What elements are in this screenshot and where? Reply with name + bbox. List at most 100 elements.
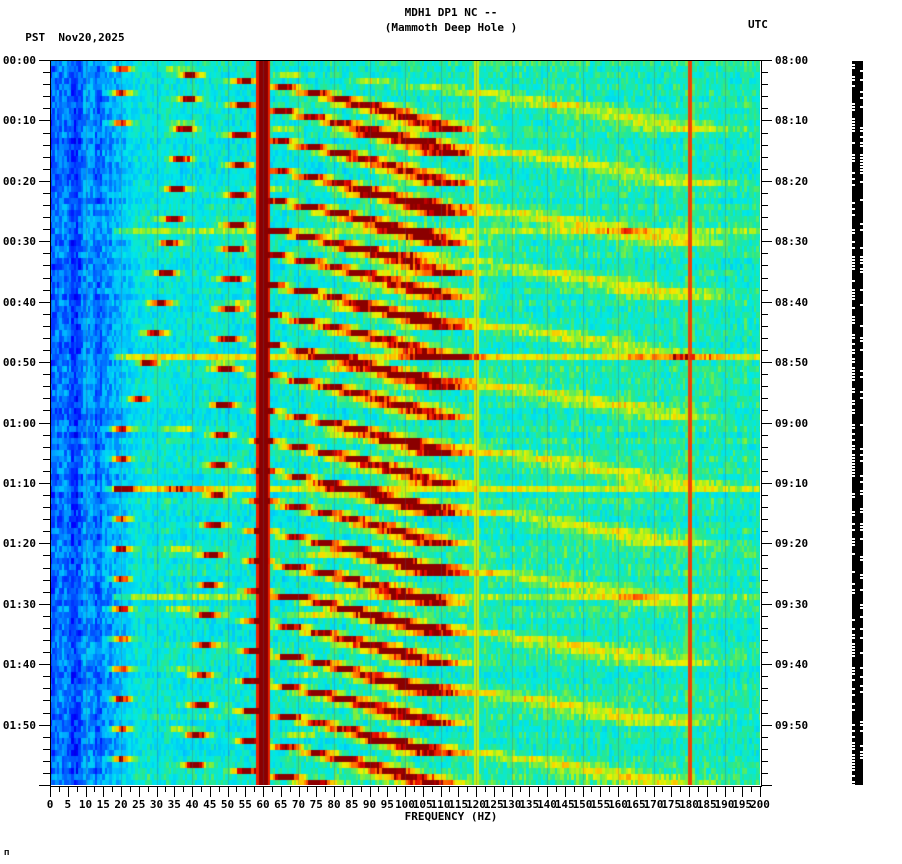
- strip-notch: [852, 784, 855, 786]
- strip-notch: [852, 109, 855, 111]
- left-axis-minor-tick: [43, 580, 50, 581]
- freq-axis-tick-label: 15: [96, 798, 110, 811]
- strip-notch: [852, 322, 855, 324]
- freq-axis-minor-tick: [165, 786, 166, 792]
- right-axis-tick-label: 09:20: [775, 537, 809, 550]
- freq-axis-minor-tick: [680, 786, 681, 792]
- freq-axis-tick-label: 60: [256, 798, 270, 811]
- strip-notch: [860, 349, 863, 351]
- spectrogram-plot[interactable]: [50, 60, 760, 785]
- right-axis-minor-tick: [761, 640, 768, 641]
- strip-notch: [852, 334, 855, 336]
- right-axis-tick-label: 09:30: [775, 598, 809, 611]
- strip-notch: [852, 571, 855, 573]
- strip-notch: [860, 691, 863, 693]
- left-axis-minor-tick: [43, 700, 50, 701]
- strip-notch: [860, 166, 863, 168]
- strip-notch: [852, 361, 855, 363]
- strip-notch: [852, 142, 855, 144]
- strip-notch: [852, 496, 855, 498]
- right-axis-major-tick: [761, 120, 772, 121]
- strip-notch: [852, 469, 855, 471]
- right-axis-minor-tick: [761, 278, 768, 279]
- freq-axis-major-tick: [689, 786, 690, 797]
- left-axis-minor-tick: [43, 265, 50, 266]
- freq-axis-tick-label: 155: [590, 798, 611, 811]
- strip-notch: [852, 541, 855, 543]
- strip-notch: [852, 652, 855, 654]
- freq-axis-major-tick: [671, 786, 672, 797]
- strip-notch: [852, 376, 855, 378]
- right-axis-minor-tick: [761, 700, 768, 701]
- strip-notch: [852, 544, 855, 546]
- right-axis-minor-tick: [761, 229, 768, 230]
- freq-axis-minor-tick: [307, 786, 308, 792]
- freq-axis-minor-tick: [414, 786, 415, 792]
- strip-notch: [852, 232, 855, 234]
- freq-axis-minor-tick: [485, 786, 486, 792]
- right-axis-minor-tick: [761, 495, 768, 496]
- strip-notch: [852, 400, 855, 402]
- left-axis-minor-tick: [43, 290, 50, 291]
- freq-axis-minor-tick: [290, 786, 291, 792]
- right-axis-major-tick: [761, 423, 772, 424]
- strip-notch: [852, 646, 855, 648]
- left-axis-tick-label: 00:50: [2, 356, 36, 369]
- strip-notch: [852, 460, 855, 462]
- left-axis-tick-label: 01:40: [2, 658, 36, 671]
- strip-notch: [852, 262, 855, 264]
- strip-notch: [852, 583, 855, 585]
- freq-axis-minor-tick: [396, 786, 397, 792]
- right-axis-tick-label: 09:10: [775, 477, 809, 490]
- freq-axis-major-tick: [760, 786, 761, 797]
- strip-notch: [852, 448, 855, 450]
- strip-notch: [852, 553, 855, 555]
- freq-axis-tick-label: 120: [466, 798, 486, 811]
- right-axis-minor-tick: [761, 737, 768, 738]
- right-axis-minor-tick: [761, 568, 768, 569]
- freq-axis-tick-label: 185: [696, 798, 717, 811]
- strip-notch: [852, 742, 855, 744]
- left-axis-tick-label: 00:00: [2, 54, 36, 67]
- left-axis-minor-tick: [43, 229, 50, 230]
- freq-axis-minor-tick: [716, 786, 717, 792]
- strip-notch: [852, 736, 855, 738]
- freq-axis-major-tick: [458, 786, 459, 797]
- strip-notch: [852, 655, 855, 657]
- freq-axis-tick-label: 160: [608, 798, 628, 811]
- right-axis-minor-tick: [761, 531, 768, 532]
- freq-axis-major-tick: [103, 786, 104, 797]
- left-axis-minor-tick: [43, 278, 50, 279]
- strip-notch: [860, 376, 863, 378]
- strip-notch: [852, 466, 855, 468]
- freq-axis-minor-tick: [520, 786, 521, 792]
- strip-notch: [860, 538, 863, 540]
- left-axis-minor-tick: [43, 555, 50, 556]
- strip-notch: [860, 337, 863, 339]
- freq-axis-major-tick: [86, 786, 87, 797]
- strip-notch: [852, 160, 855, 162]
- strip-notch: [852, 427, 855, 429]
- left-axis-minor-tick: [43, 773, 50, 774]
- freq-axis-tick-label: 145: [554, 798, 575, 811]
- left-axis-minor-tick: [43, 314, 50, 315]
- strip-notch: [852, 343, 855, 345]
- strip-notch: [852, 292, 855, 294]
- right-axis-minor-tick: [761, 398, 768, 399]
- strip-notch: [860, 79, 863, 81]
- strip-notch: [852, 373, 855, 375]
- right-axis-major-tick: [761, 604, 772, 605]
- strip-notch: [852, 433, 855, 435]
- strip-notch: [852, 538, 855, 540]
- strip-notch: [860, 745, 863, 747]
- freq-axis-tick-label: 170: [643, 798, 664, 811]
- right-axis-minor-tick: [761, 616, 768, 617]
- strip-notch: [852, 79, 855, 81]
- strip-notch: [852, 202, 855, 204]
- strip-notch: [860, 91, 863, 93]
- strip-notch: [860, 169, 863, 171]
- spectrogram-canvas: [50, 60, 760, 785]
- strip-notch: [852, 184, 855, 186]
- strip-notch: [860, 106, 863, 108]
- freq-axis-tick-label: 200: [750, 798, 770, 811]
